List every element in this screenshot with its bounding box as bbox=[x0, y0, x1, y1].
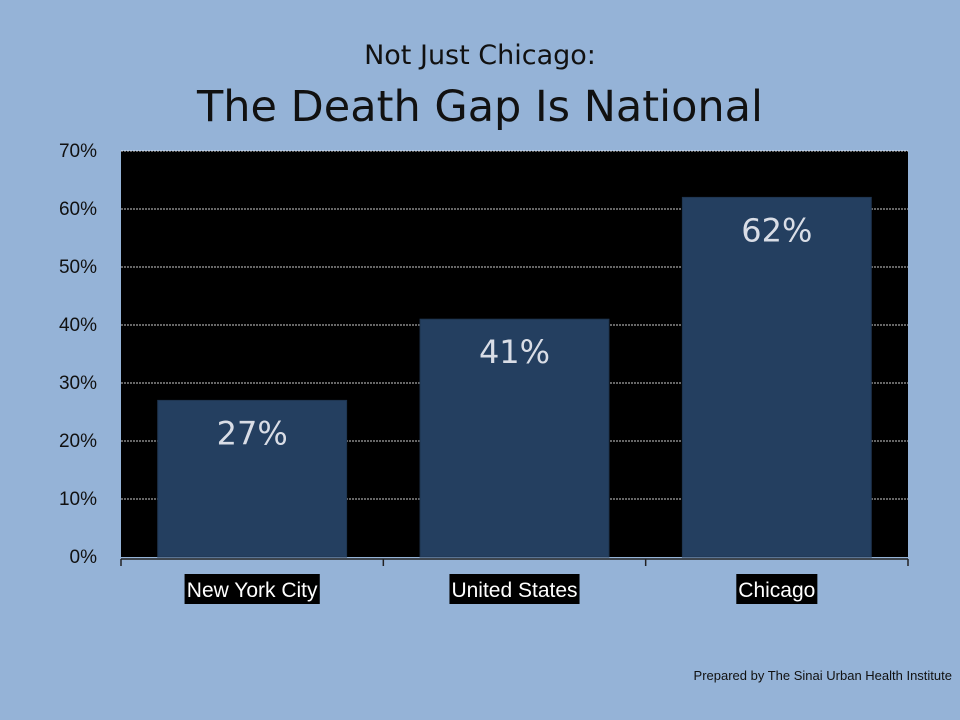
bar-value-label: 41% bbox=[479, 333, 550, 371]
y-tick-label: 0% bbox=[70, 547, 98, 568]
slide-subtitle: Not Just Chicago: bbox=[364, 40, 596, 71]
y-tick-label: 40% bbox=[59, 315, 97, 336]
category-label-bg bbox=[736, 574, 818, 604]
bar bbox=[157, 399, 348, 558]
category-label-bg bbox=[449, 574, 580, 604]
bar bbox=[681, 196, 872, 558]
y-tick-label: 50% bbox=[59, 257, 97, 278]
y-tick-label: 60% bbox=[59, 199, 97, 220]
footer-credit: Prepared by The Sinai Urban Health Insti… bbox=[693, 668, 952, 683]
y-tick-label: 30% bbox=[59, 373, 97, 394]
category-label-bg bbox=[184, 574, 320, 604]
bar bbox=[419, 318, 610, 558]
category-label: United States bbox=[451, 579, 577, 602]
category-label: New York City bbox=[187, 579, 318, 602]
bar-value-label: 27% bbox=[217, 414, 288, 452]
bar-value-label: 62% bbox=[741, 211, 812, 249]
y-tick-label: 10% bbox=[59, 489, 97, 510]
y-tick-label: 20% bbox=[59, 431, 97, 452]
slide-title: The Death Gap Is National bbox=[197, 82, 763, 132]
y-tick-label: 70% bbox=[59, 141, 97, 162]
category-label: Chicago bbox=[738, 579, 815, 602]
